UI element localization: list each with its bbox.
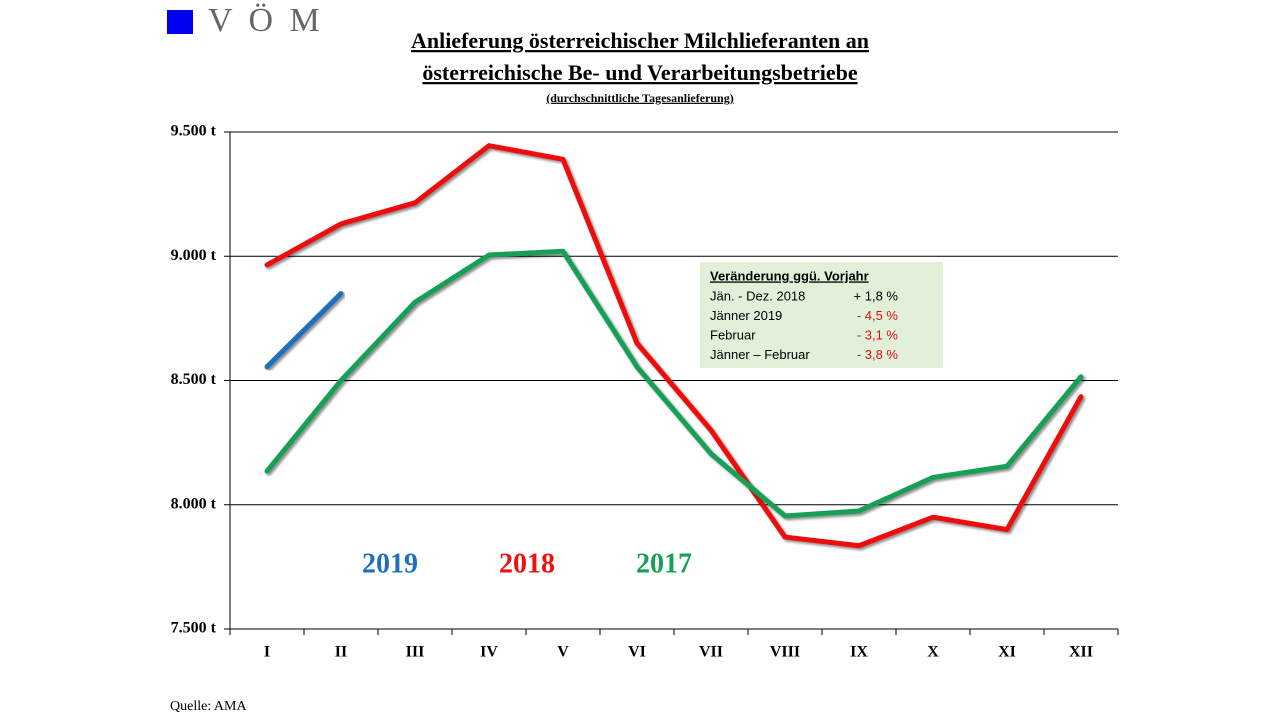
x-tick-label: X [927, 644, 939, 661]
x-tick-label: XI [998, 644, 1016, 661]
y-tick-label: 7.500 t [171, 620, 217, 637]
series-line [264, 248, 1084, 519]
box-row-value: - 4,5 % [857, 308, 899, 323]
y-tick-label: 8.000 t [171, 495, 217, 512]
x-tick-label: VII [699, 644, 723, 661]
x-tick-label: VIII [770, 644, 800, 661]
box-row-label: Februar [710, 327, 756, 342]
x-tick-label: III [406, 644, 425, 661]
y-tick-label: 9.000 t [171, 247, 217, 264]
box-row-value: - 3,8 % [857, 347, 899, 362]
box-row-value: + 1,8 % [854, 288, 899, 303]
legend-label: 2019 [362, 548, 418, 579]
box-row-label: Jänner – Februar [710, 347, 810, 362]
subtitle: (durchschnittliche Tagesanlieferung) [546, 91, 733, 105]
box-bg [700, 262, 943, 368]
annotation-box: Veränderung ggü. Vorjahr Jän. - Dez. 201… [700, 262, 943, 368]
box-row-label: Jän. - Dez. 2018 [710, 288, 805, 303]
legend-label: 2017 [636, 548, 692, 579]
x-tick-label: V [557, 644, 569, 661]
box-row-value: - 3,1 % [857, 327, 899, 342]
title: Anlieferung österreichischer Milchliefer… [411, 28, 869, 53]
x-tick-label: VI [628, 644, 646, 661]
logo-square [167, 10, 193, 34]
y-tick-label: 8.500 t [171, 371, 217, 388]
series-line [264, 291, 344, 370]
source: Quelle: AMA [170, 699, 247, 714]
legend-label: 2018 [499, 548, 555, 579]
title: österreichische Be- und Verarbeitungsbet… [422, 60, 858, 85]
x-tick-label: I [264, 644, 270, 661]
x-tick-label: XII [1069, 644, 1093, 661]
box-row-label: Jänner 2019 [710, 308, 782, 323]
x-tick-label: IV [480, 644, 498, 661]
box-title: Veränderung ggü. Vorjahr [710, 268, 869, 283]
y-tick-label: 9.500 t [171, 123, 217, 140]
x-tick-label: II [335, 644, 347, 661]
logo: V Ö M [208, 2, 324, 39]
series-line [264, 143, 1084, 549]
x-tick-label: IX [850, 644, 868, 661]
